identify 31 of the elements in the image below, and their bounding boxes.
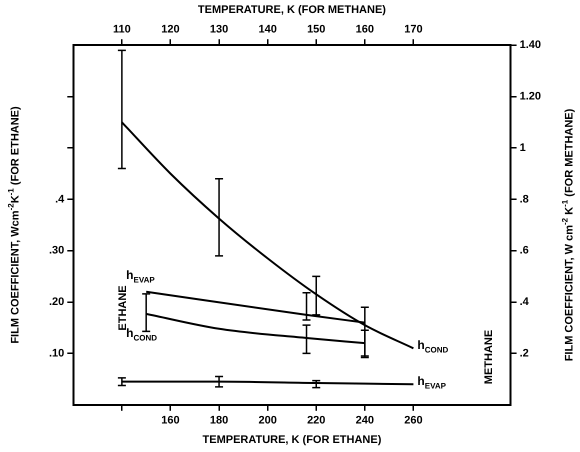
y2-tick-label: .8	[520, 193, 529, 206]
y2-tick-label: 1.40	[520, 39, 542, 52]
y2-tick-label: 1.20	[520, 90, 542, 103]
y2-tick-label: .6	[520, 244, 529, 257]
x-tick-label: 150	[307, 24, 326, 36]
x-tick-label: 120	[161, 24, 180, 36]
x-axis-title: TEMPERATURE, K (FOR METHANE)	[198, 4, 386, 16]
x-tick-label: 140	[258, 24, 277, 36]
y-tick-label: .4	[55, 193, 66, 206]
series-label: h$_{EVAP}$	[417, 374, 446, 391]
x-tick-label: 170	[404, 24, 423, 36]
x2-tick-label: 220	[307, 414, 326, 426]
y2-tick-label: .2	[520, 347, 529, 360]
y-tick-label: .30	[48, 244, 64, 257]
annotation: METHANE	[482, 330, 495, 384]
y2-tick-label: .4	[520, 296, 530, 308]
x2-tick-label: 200	[258, 414, 277, 426]
x2-axis-title: TEMPERATURE, K (FOR ETHANE)	[202, 434, 382, 446]
x-tick-label: 130	[210, 24, 228, 36]
series-label: h$_{COND}$	[417, 338, 448, 355]
x-tick-label: 160	[356, 24, 374, 36]
x-tick-label: 110	[113, 24, 131, 36]
series-label: h$_{EVAP}$	[126, 268, 155, 284]
y-tick-label: .20	[48, 296, 64, 308]
x2-tick-label: 240	[356, 414, 374, 426]
x2-tick-label: 260	[404, 414, 423, 426]
x2-tick-label: 180	[210, 414, 228, 426]
x2-tick-label: 160	[161, 414, 180, 426]
y-tick-label: .10	[48, 347, 64, 360]
series-label: h$_{COND}$	[126, 326, 158, 342]
y2-tick-label: 1	[520, 142, 526, 154]
